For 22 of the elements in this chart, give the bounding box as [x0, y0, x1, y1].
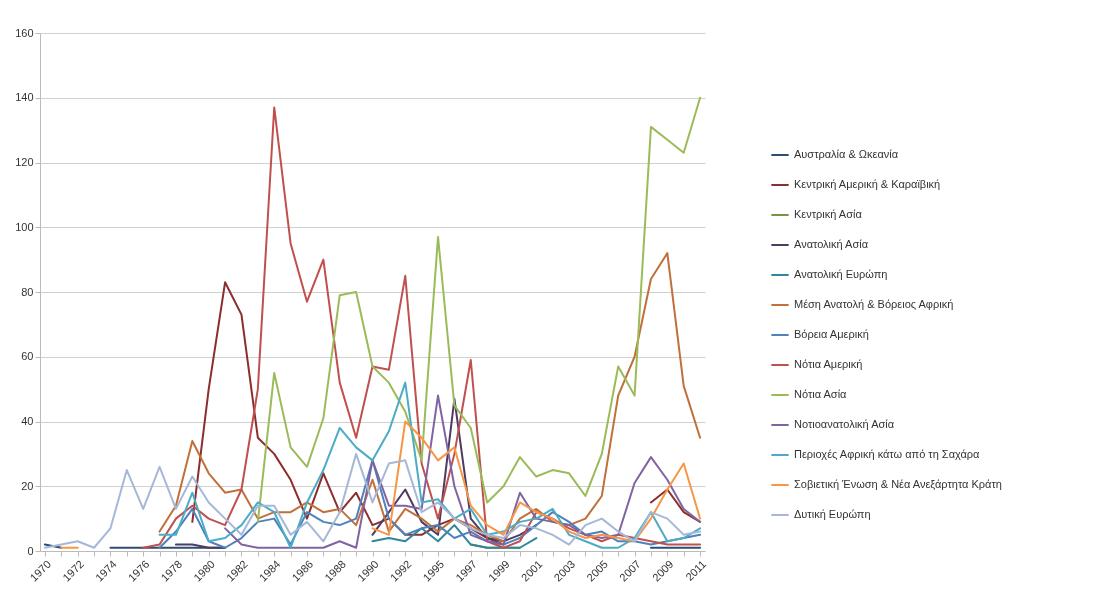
legend-label: Βόρεια Αμερική	[794, 328, 869, 340]
y-tick-label: 60	[21, 350, 34, 363]
y-tick-label: 160	[15, 26, 34, 39]
y-tick-label: 20	[21, 479, 34, 492]
legend-label: Μέση Ανατολή & Βόρειος Αφρική	[794, 298, 954, 310]
legend-label: Περιοχές Αφρική κάτω από τη Σαχάρα	[794, 448, 981, 460]
legend-label: Σοβιετική Ένωση & Νέα Ανεξάρτητα Κράτη	[794, 478, 1002, 490]
y-tick-label: 120	[15, 156, 34, 168]
y-tick-label: 140	[15, 91, 34, 104]
legend-label: Νότια Αμερική	[794, 358, 863, 370]
y-tick-label: 80	[21, 285, 34, 298]
legend-label: Ανατολική Ευρώπη	[794, 268, 888, 280]
legend-label: Ανατολική Ασία	[794, 238, 869, 250]
legend-label: Νότια Ασία	[794, 388, 848, 400]
y-tick-label: 40	[21, 415, 34, 427]
y-tick-label: 100	[15, 220, 34, 233]
y-tick-label: 0	[27, 544, 34, 557]
legend-label: Κεντρική Αμερική & Καραϊβική	[794, 178, 941, 190]
legend-label: Δυτική Ευρώπη	[794, 508, 871, 520]
legend-label: Αυστραλία & Ωκεανία	[794, 148, 899, 160]
legend-label: Νοτιοανατολική Ασία	[794, 418, 895, 430]
legend-label: Κεντρική Ασία	[794, 208, 863, 220]
